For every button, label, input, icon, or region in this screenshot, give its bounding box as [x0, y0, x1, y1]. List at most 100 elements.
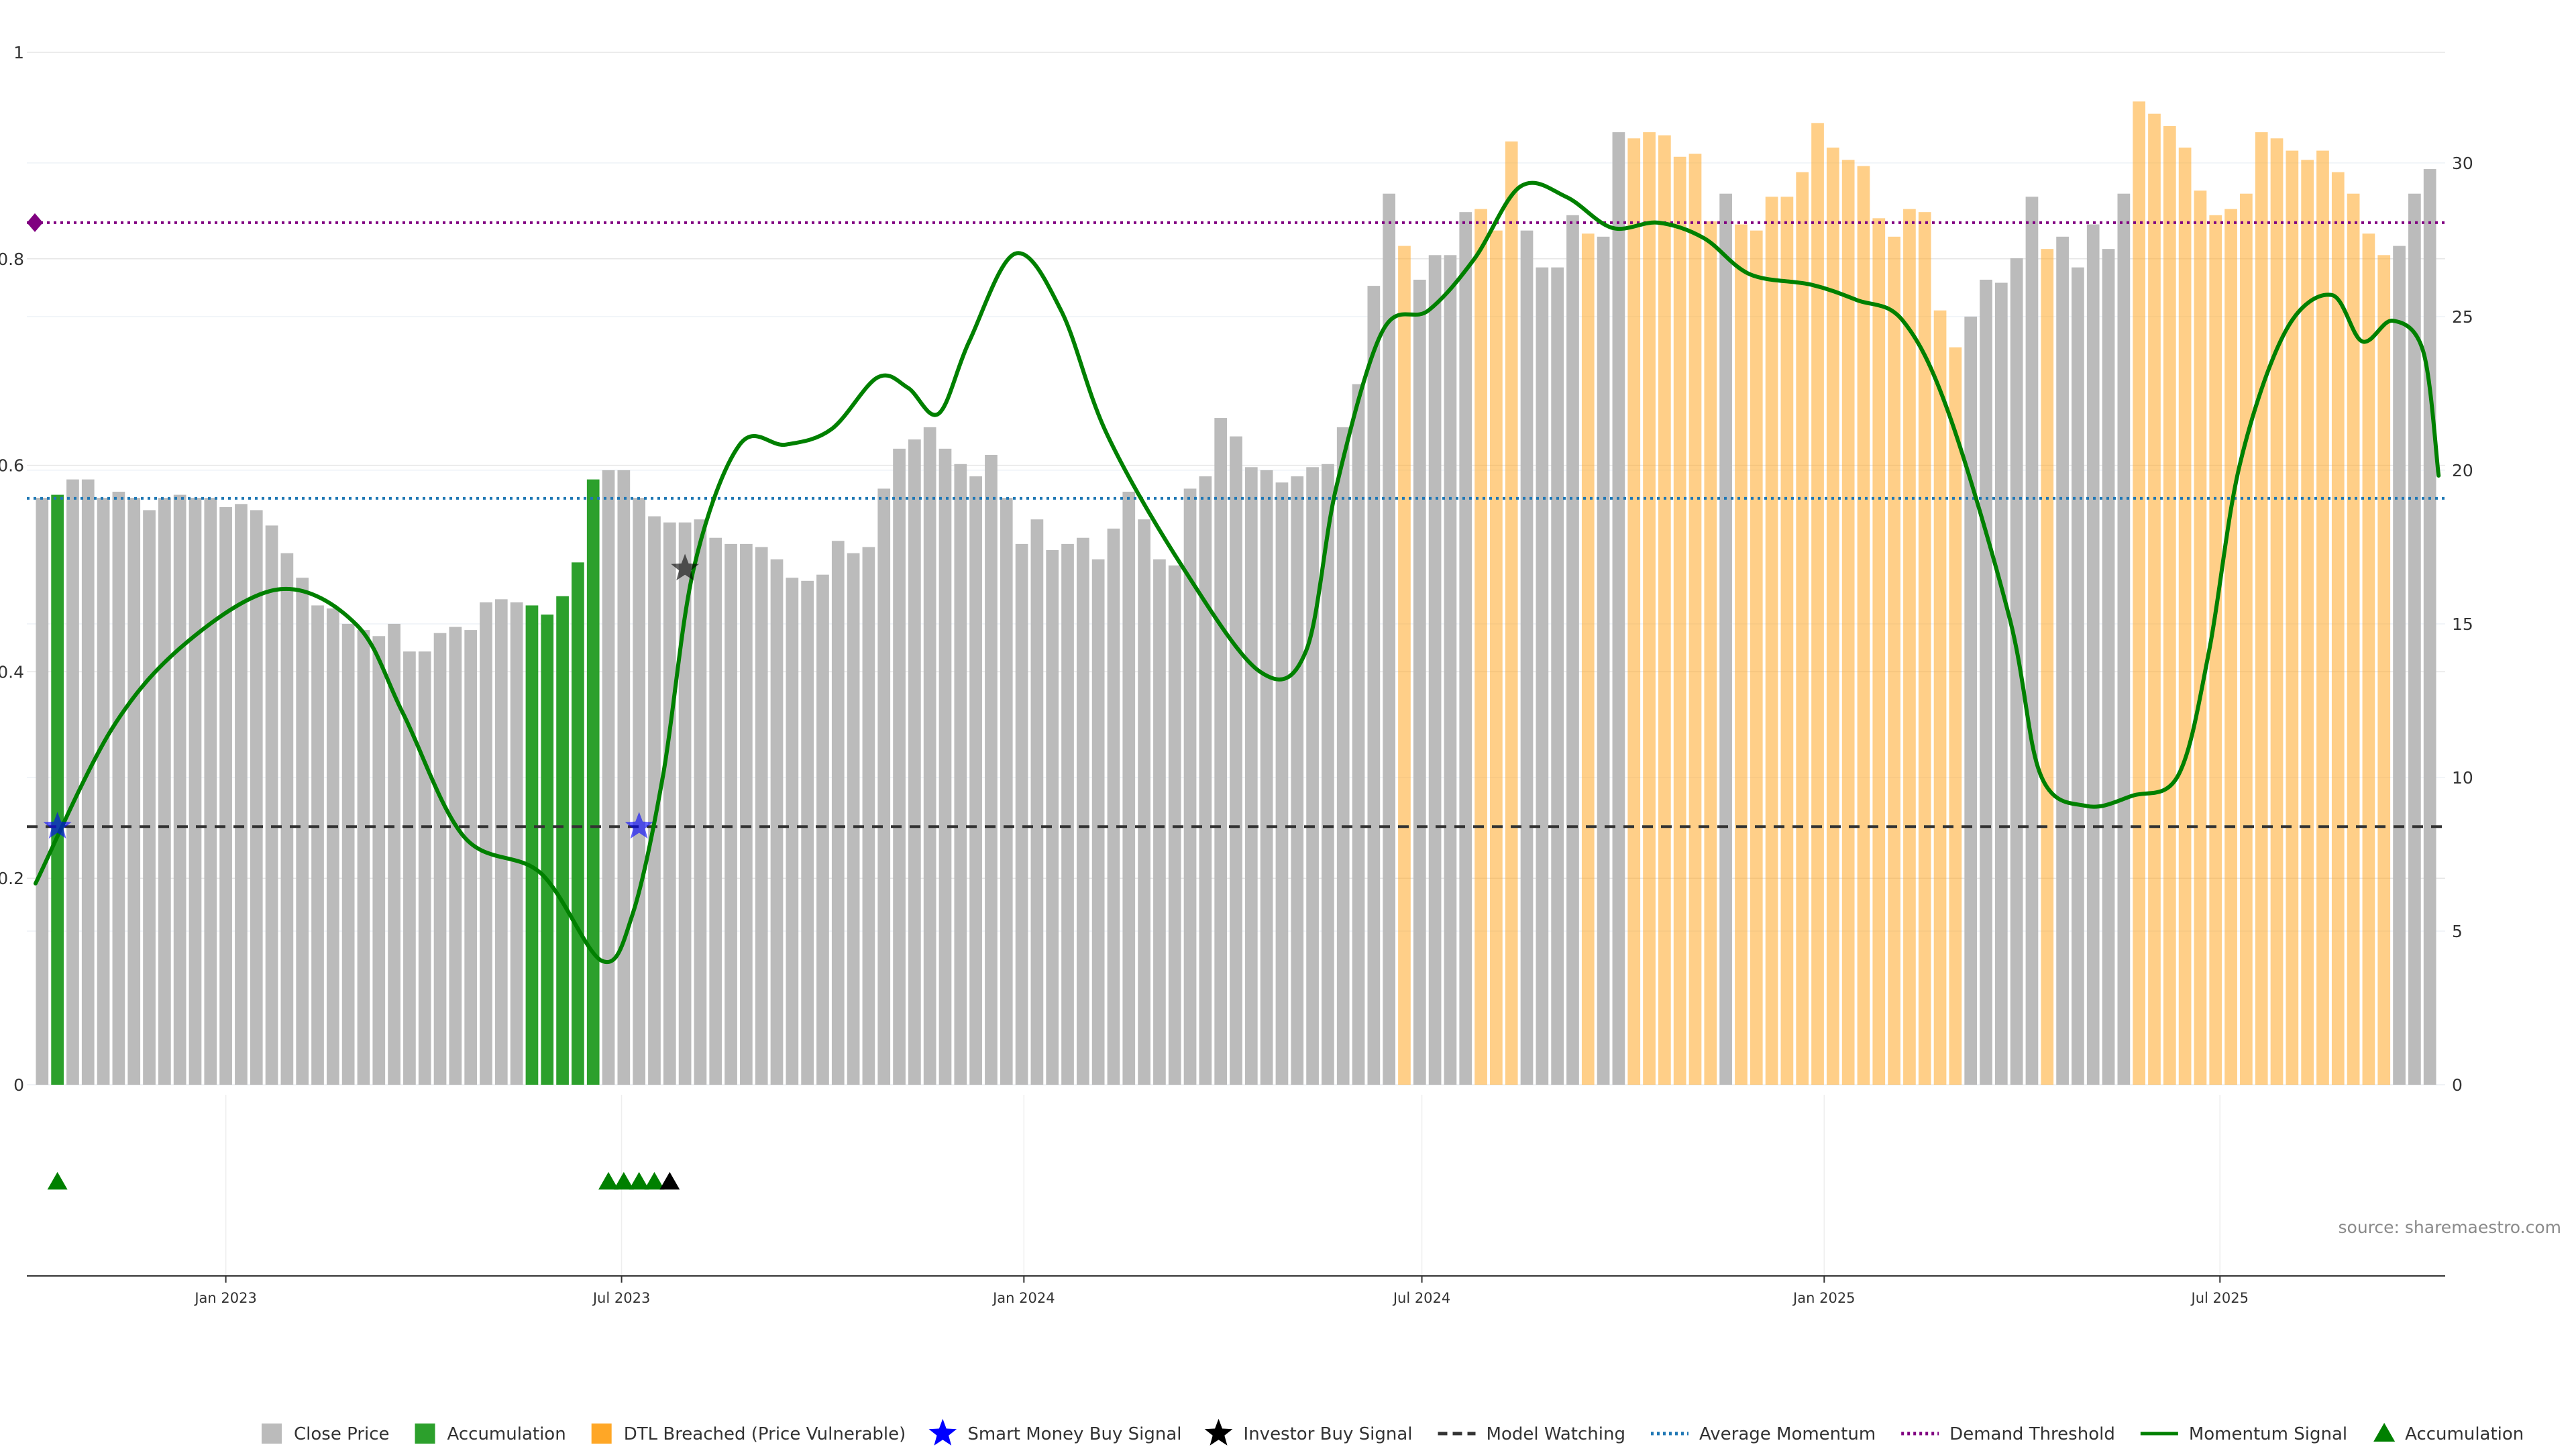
x-axis-tick-label: Jan 2024: [991, 1290, 1055, 1306]
accumulation-bar: [525, 605, 539, 1085]
close-price-bar: [66, 479, 79, 1085]
close-price-bar: [617, 470, 631, 1085]
close-price-bar: [510, 602, 523, 1085]
close-price-bar: [663, 522, 676, 1085]
close-price-bar: [1061, 543, 1074, 1085]
close-price-bar: [2102, 249, 2115, 1085]
right-axis-tick-label: 25: [2452, 307, 2473, 327]
legend-item: Smart Money Buy Signal: [928, 1419, 1182, 1446]
close-price-bar: [2408, 193, 2421, 1085]
legend-label: Model Watching: [1487, 1424, 1625, 1444]
dtl-breached-bar: [2316, 150, 2329, 1085]
legend: Close Price Accumulation DTL Breached (Pri…: [262, 1419, 2524, 1446]
dtl-breached-bar: [2286, 150, 2299, 1085]
signal-subplot: Jan 2023 Jul 2023 Jan 2024 Jul 2024 Jan 2025…: [27, 1172, 2445, 1306]
close-price-bar: [2393, 246, 2406, 1085]
x-axis-tick-label: Jan 2025: [1792, 1290, 1856, 1306]
close-price-bar: [1428, 255, 1442, 1085]
dtl-breached-bar: [2209, 215, 2222, 1085]
legend-icon-square: [591, 1424, 612, 1444]
dtl-breached-bar: [2331, 172, 2345, 1085]
close-price-bar: [831, 541, 845, 1085]
legend-icon-square: [262, 1424, 282, 1444]
close-price-bar: [403, 651, 416, 1085]
dtl-breached-bar: [2301, 160, 2314, 1085]
dtl-breached-bar: [2163, 125, 2176, 1085]
legend-icon-star: [1204, 1419, 1233, 1446]
close-price-bar: [1091, 559, 1105, 1085]
close-price-bar: [143, 510, 156, 1085]
close-price-bar: [678, 522, 692, 1085]
close-price-bar: [1551, 267, 1564, 1085]
dtl-breached-bar: [2133, 101, 2146, 1085]
dtl-breached-bar: [1888, 236, 1900, 1085]
dtl-breached-bar: [1581, 233, 1595, 1085]
reference-lines: [27, 213, 2445, 828]
legend-label: Close Price: [294, 1424, 390, 1444]
close-price-bar: [1597, 236, 1610, 1085]
close-price-bar: [801, 580, 814, 1085]
dtl-breached-bar: [1826, 147, 1839, 1085]
dtl-breached-bar: [1688, 154, 1702, 1085]
close-price-bar: [938, 448, 952, 1085]
close-price-bar: [1444, 255, 1457, 1085]
dtl-breached-bar: [1750, 230, 1763, 1085]
legend-item: Close Price: [262, 1424, 390, 1444]
close-price-bar: [1107, 528, 1120, 1085]
close-price-bar: [1214, 418, 1228, 1085]
source-text: source: sharemaestro.com: [2339, 1218, 2562, 1237]
right-axis-tick-label: 30: [2452, 154, 2473, 173]
dtl-breached-bar: [1658, 135, 1671, 1085]
legend-icon-star: [928, 1419, 957, 1446]
close-price-bar: [1536, 267, 1549, 1085]
close-price-bar: [969, 476, 982, 1085]
left-axis-tick-label: 0.8: [0, 250, 24, 269]
dtl-breached-bar: [1796, 172, 1809, 1085]
dtl-breached-bar: [1627, 138, 1641, 1085]
close-price-bar: [770, 559, 784, 1085]
dtl-breached-bar: [2041, 249, 2054, 1085]
x-axis-tick-label: Jul 2023: [592, 1290, 650, 1306]
dtl-breached-bar: [2362, 233, 2375, 1085]
close-price-bar: [847, 553, 860, 1085]
legend-item: DTL Breached (Price Vulnerable): [591, 1424, 906, 1444]
dtl-breached-bar: [1811, 123, 1824, 1085]
close-price-bar: [372, 636, 386, 1085]
close-price-bar: [112, 491, 125, 1085]
close-price-bar: [250, 510, 263, 1085]
close-price-bar: [908, 439, 921, 1085]
dtl-breached-bar: [1643, 132, 1656, 1085]
right-axis-tick-label: 20: [2452, 461, 2473, 480]
demand-threshold-marker: [27, 213, 43, 232]
dtl-breached-bar: [1872, 218, 1886, 1085]
close-price-bar: [1291, 476, 1304, 1085]
close-price-bar: [480, 602, 492, 1085]
close-price-bar: [2117, 193, 2131, 1085]
legend-label: Smart Money Buy Signal: [967, 1424, 1181, 1444]
close-price-bar: [158, 498, 171, 1085]
dtl-breached-bar: [2178, 147, 2192, 1085]
close-price-bar: [127, 498, 141, 1085]
close-price-bar: [449, 627, 462, 1085]
left-axis-tick-label: 0: [13, 1075, 24, 1095]
legend-item: Investor Buy Signal: [1204, 1419, 1413, 1446]
close-price-bar: [1244, 467, 1258, 1085]
close-price-bar: [204, 498, 217, 1085]
close-price-bar: [1352, 384, 1365, 1085]
close-price-bar: [2423, 169, 2436, 1085]
close-price-bar: [1275, 482, 1289, 1085]
close-price-bar: [2056, 236, 2069, 1085]
close-price-bar: [2072, 267, 2084, 1085]
dtl-breached-bar: [1474, 209, 1487, 1085]
close-price-bar: [709, 537, 722, 1085]
right-axis-tick-label: 5: [2452, 922, 2463, 941]
dtl-breached-bar: [2240, 193, 2253, 1085]
close-price-bar: [648, 516, 661, 1085]
right-axis-tick-label: 0: [2452, 1075, 2463, 1095]
close-price-bar: [464, 630, 478, 1085]
dtl-breached-bar: [2347, 193, 2360, 1085]
close-price-bar: [954, 464, 967, 1085]
signal-markers: [43, 553, 699, 839]
close-price-bar: [923, 427, 936, 1085]
close-price-bar: [1322, 464, 1334, 1085]
